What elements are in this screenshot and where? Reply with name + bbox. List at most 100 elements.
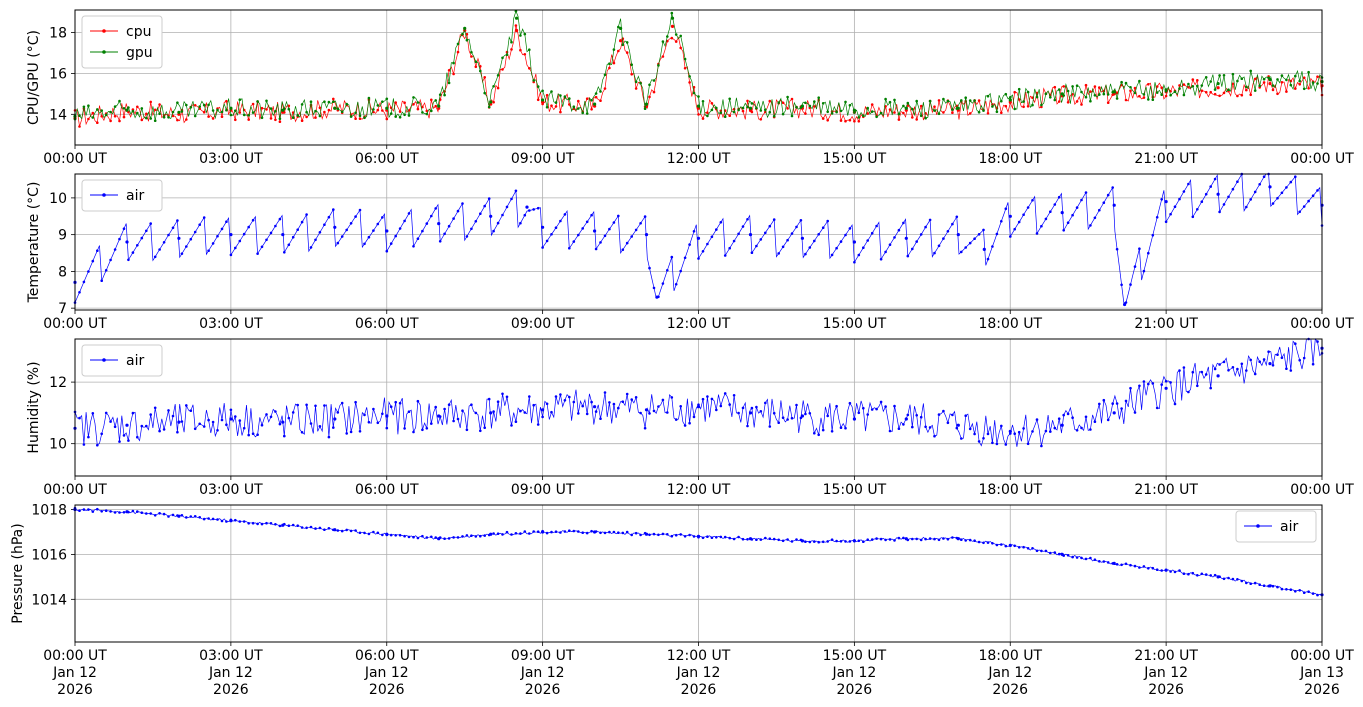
series-gpu-point: [1298, 79, 1301, 83]
series-cpu-point: [536, 98, 540, 102]
series-air-point: [1169, 381, 1172, 384]
series-cpu-point: [821, 117, 825, 120]
series-air-point: [1133, 411, 1137, 414]
series-cpu-point: [1106, 101, 1110, 104]
series-air-point: [1098, 208, 1101, 212]
plot-frame: [74, 338, 1323, 477]
series-air-point: [1044, 429, 1048, 433]
x-tick-label: 03:00 UT: [199, 482, 263, 498]
series-air-point: [1053, 426, 1057, 430]
series-air-point: [786, 238, 789, 242]
series-air-point: [804, 252, 807, 256]
series-cpu-point: [1066, 101, 1070, 104]
series-air-point: [563, 530, 567, 533]
series-air-point: [291, 411, 295, 414]
series-air-point: [1035, 232, 1039, 235]
x-date-label: Jan 12: [520, 665, 565, 681]
series-cpu-point: [786, 107, 789, 110]
series-air-point: [479, 212, 482, 215]
series-cpu-point: [519, 48, 522, 52]
series-air-point: [122, 434, 126, 437]
series-air-point: [804, 540, 807, 543]
series-air-point: [519, 409, 522, 413]
series-air-point: [501, 533, 504, 536]
series-cpu-point: [1213, 92, 1217, 96]
series-air-point: [363, 242, 366, 246]
series-air-point: [826, 414, 829, 418]
series-cpu-point: [1231, 82, 1235, 86]
series-air-point: [1231, 187, 1235, 191]
series-air-point: [728, 403, 731, 406]
series-air-point: [723, 535, 727, 539]
series-air-point: [1196, 384, 1199, 388]
series-gpu-point: [817, 96, 820, 99]
panel-1: 00:00 UT 03:00 UT 06:00 UT 09:00 UT 12:00 UT…: [26, 9, 1354, 167]
series-air-point: [674, 533, 678, 537]
series-gpu-point: [1196, 84, 1199, 88]
series-cpu-point: [416, 107, 420, 111]
series-gpu-point: [563, 95, 567, 98]
series-gpu-point: [78, 114, 81, 117]
series-gpu-point: [995, 110, 999, 114]
series-air-point: [358, 430, 362, 433]
series-cpu-point: [951, 111, 954, 114]
series-gpu-point: [158, 112, 161, 116]
series-gpu-point: [385, 97, 389, 101]
series-air-point: [416, 536, 420, 540]
series-cpu-point: [728, 114, 731, 117]
series-gpu-point: [639, 82, 642, 85]
series-cpu-point: [933, 105, 936, 108]
series-air-point: [1111, 402, 1114, 405]
series-cpu-point: [376, 108, 380, 112]
series-air-point: [862, 540, 865, 543]
x-tick-label: 09:00 UT: [511, 648, 575, 664]
series-air-point: [376, 222, 380, 226]
series-gpu-point: [670, 11, 674, 15]
series-air-point: [211, 517, 215, 521]
series-air-point: [862, 246, 865, 249]
series-air-point: [1035, 418, 1039, 421]
series-gpu-point: [1204, 76, 1208, 79]
series-air-point: [283, 434, 286, 438]
series-gpu-point: [1031, 103, 1034, 107]
series-air-point: [1218, 363, 1221, 366]
x-year-label: 2026: [525, 682, 561, 698]
series-cpu-point: [354, 117, 357, 120]
series-air-point: [924, 225, 927, 229]
series-air-point: [977, 540, 981, 544]
series-gpu-point: [701, 100, 705, 103]
series-air-point: [367, 420, 371, 424]
series-gpu-point: [447, 81, 451, 85]
series-air-point: [625, 241, 629, 245]
series-air-point: [697, 257, 700, 260]
series-air-point: [447, 403, 451, 407]
series-air-point: [1147, 251, 1150, 255]
series-air-point: [296, 524, 300, 527]
series-cpu-point: [247, 118, 250, 121]
series-air-point: [634, 531, 638, 535]
series-gpu-point: [416, 101, 420, 104]
series-air-point: [309, 422, 313, 425]
series-cpu-point: [853, 119, 856, 123]
series-air-point: [612, 530, 616, 534]
series-air-point: [1142, 269, 1146, 273]
series-air-point: [100, 510, 103, 513]
series-air-point: [349, 430, 353, 434]
series-cpu-point: [1262, 81, 1266, 84]
data-point: [956, 233, 960, 237]
series-air-point: [327, 215, 331, 219]
series-air-point: [452, 217, 455, 220]
series-air-point: [808, 246, 812, 249]
series-air-point: [679, 269, 682, 273]
y-axis-label: Humidity (%): [26, 361, 42, 453]
series-air-point: [193, 230, 197, 234]
series-air-point: [1151, 566, 1155, 570]
y-tick-label: 10: [49, 437, 67, 453]
series-gpu-point: [652, 79, 656, 82]
series-gpu-point: [510, 40, 513, 44]
series-air-point: [893, 404, 896, 408]
series-gpu-point: [1115, 97, 1119, 100]
series-air-point: [1000, 543, 1003, 546]
series-cpu-point: [1124, 98, 1128, 102]
series-gpu-point: [951, 108, 954, 111]
